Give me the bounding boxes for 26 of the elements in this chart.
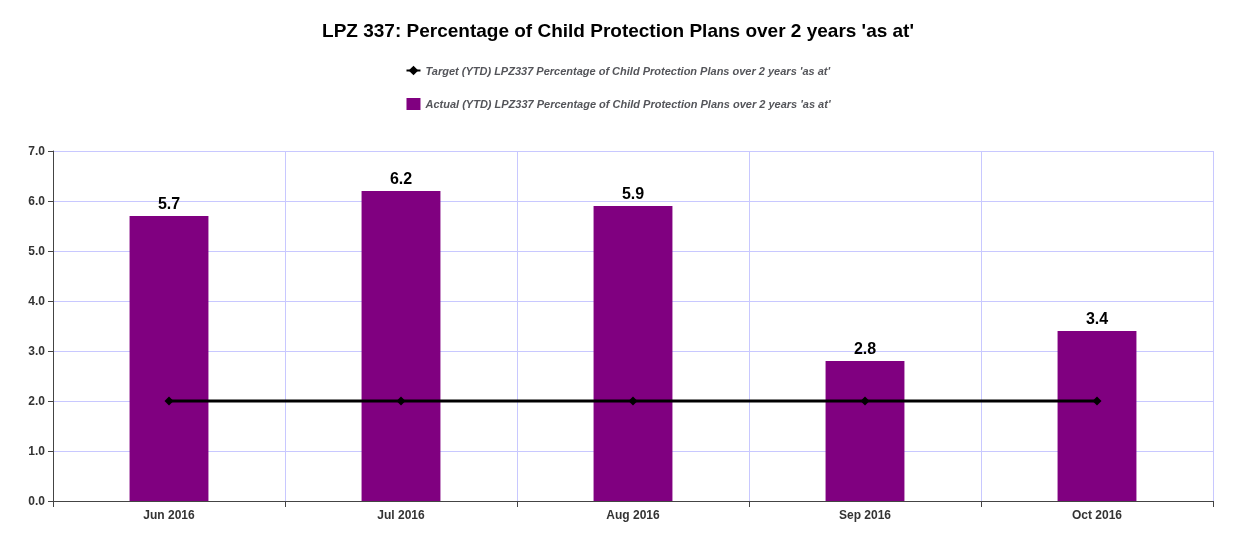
y-tick-label: 0.0 (28, 494, 46, 508)
data-label: 2.8 (853, 339, 877, 357)
data-label: 6.2 (389, 169, 413, 187)
chart-title: LPZ 337: Percentage of Child Protection Plans over 2 years 'as at' (322, 20, 914, 41)
x-tick-label: Oct 2016 (1071, 508, 1123, 522)
y-tick-label: 4.0 (28, 294, 46, 308)
data-label: 3.4 (1085, 309, 1109, 327)
x-tick-label: Jul 2016 (377, 508, 426, 522)
bar (825, 361, 905, 501)
y-tick-label: 2.0 (28, 394, 46, 408)
data-label: 5.7 (157, 194, 181, 212)
legend-label: Target (YTD) LPZ337 Percentage of Child Protection Plans over 2 years 'as at' (425, 64, 831, 77)
legend-label: Actual (YTD) LPZ337 Percentage of Child Protection Plans over 2 years 'as at' (424, 98, 831, 110)
y-tick-label: 7.0 (28, 144, 46, 158)
x-tick-label: Jun 2016 (143, 508, 195, 522)
data-label: 5.9 (621, 184, 645, 202)
bar (593, 206, 673, 501)
bar (361, 191, 441, 501)
bar (1057, 331, 1137, 501)
bar (129, 216, 209, 501)
y-tick-label: 3.0 (28, 344, 46, 358)
y-tick-label: 1.0 (28, 444, 46, 458)
y-tick-label: 6.0 (28, 194, 46, 208)
x-tick-label: Sep 2016 (838, 508, 892, 522)
x-tick-label: Aug 2016 (606, 508, 660, 522)
y-tick-label: 5.0 (28, 244, 46, 258)
